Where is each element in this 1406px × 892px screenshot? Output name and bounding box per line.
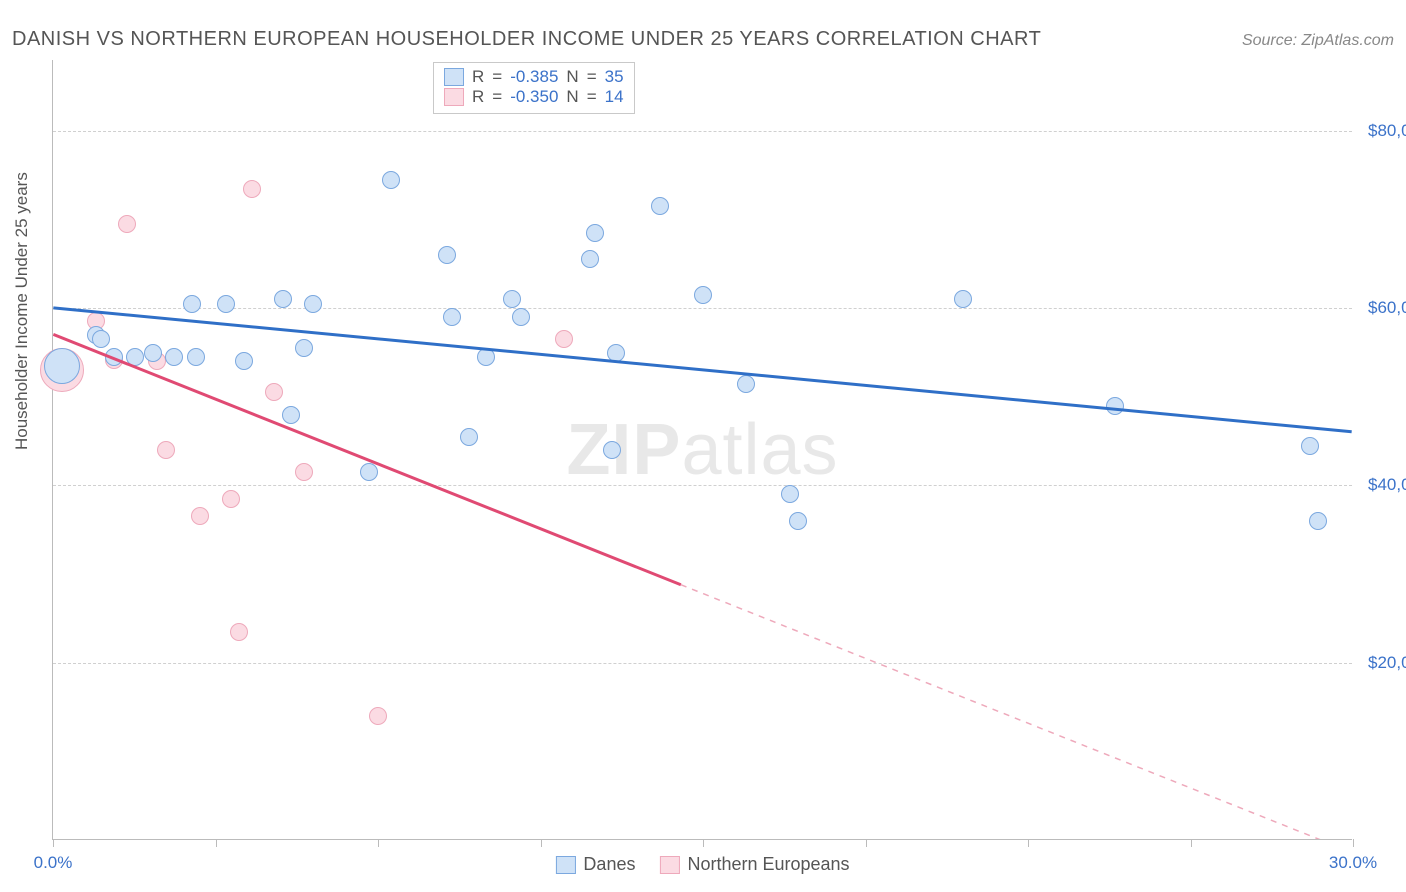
datapoint-danes (581, 250, 599, 268)
legend-label-northern: Northern Europeans (687, 854, 849, 875)
datapoint-danes (165, 348, 183, 366)
y-tick-label: $60,000 (1356, 298, 1406, 318)
y-tick-label: $40,000 (1356, 475, 1406, 495)
watermark-bold: ZIP (566, 410, 681, 490)
legend-item-northern: Northern Europeans (659, 854, 849, 875)
eq: = (587, 67, 597, 87)
n-label: N (566, 87, 578, 107)
datapoint-danes (1309, 512, 1327, 530)
datapoint-northern (191, 507, 209, 525)
eq: = (492, 87, 502, 107)
datapoint-northern (265, 383, 283, 401)
datapoint-danes (1301, 437, 1319, 455)
eq: = (492, 67, 502, 87)
datapoint-northern (243, 180, 261, 198)
trendline (53, 334, 681, 584)
title-bar: DANISH VS NORTHERN EUROPEAN HOUSEHOLDER … (12, 28, 1394, 51)
datapoint-danes (235, 352, 253, 370)
chart-title: DANISH VS NORTHERN EUROPEAN HOUSEHOLDER … (12, 28, 1041, 51)
datapoint-northern (295, 463, 313, 481)
datapoint-danes (781, 485, 799, 503)
swatch-northern (659, 856, 679, 874)
datapoint-danes (360, 463, 378, 481)
gridline (53, 131, 1352, 132)
datapoint-danes (438, 246, 456, 264)
datapoint-danes (477, 348, 495, 366)
eq: = (587, 87, 597, 107)
gridline (53, 485, 1352, 486)
source-label: Source: ZipAtlas.com (1242, 32, 1394, 50)
datapoint-danes (651, 197, 669, 215)
legend-label-danes: Danes (583, 854, 635, 875)
y-tick-label: $20,000 (1356, 653, 1406, 673)
datapoint-danes (382, 171, 400, 189)
n-value-danes: 35 (605, 67, 624, 87)
legend-item-danes: Danes (555, 854, 635, 875)
r-value-northern: -0.350 (510, 87, 558, 107)
datapoint-northern (157, 441, 175, 459)
datapoint-danes (282, 406, 300, 424)
datapoint-northern (230, 623, 248, 641)
correlation-row-danes: R = -0.385 N = 35 (444, 67, 624, 87)
datapoint-northern (118, 215, 136, 233)
datapoint-danes (144, 344, 162, 362)
x-tick (703, 839, 704, 847)
datapoint-danes (460, 428, 478, 446)
y-axis-label: Householder Income Under 25 years (12, 172, 32, 450)
gridline (53, 308, 1352, 309)
datapoint-danes (586, 224, 604, 242)
datapoint-danes (1106, 397, 1124, 415)
datapoint-danes (789, 512, 807, 530)
datapoint-danes (44, 348, 80, 384)
datapoint-danes (105, 348, 123, 366)
r-value-danes: -0.385 (510, 67, 558, 87)
datapoint-danes (512, 308, 530, 326)
datapoint-danes (954, 290, 972, 308)
swatch-danes (555, 856, 575, 874)
gridline (53, 663, 1352, 664)
datapoint-danes (295, 339, 313, 357)
x-tick (53, 839, 54, 847)
datapoint-danes (92, 330, 110, 348)
swatch-northern (444, 88, 464, 106)
trend-lines (53, 60, 1352, 839)
swatch-danes (444, 68, 464, 86)
x-tick (541, 839, 542, 847)
datapoint-danes (183, 295, 201, 313)
n-value-northern: 14 (605, 87, 624, 107)
legend: Danes Northern Europeans (555, 854, 849, 875)
datapoint-danes (603, 441, 621, 459)
correlation-row-northern: R = -0.350 N = 14 (444, 87, 624, 107)
correlation-box: R = -0.385 N = 35 R = -0.350 N = 14 (433, 62, 635, 114)
y-tick-label: $80,000 (1356, 121, 1406, 141)
x-tick (378, 839, 379, 847)
datapoint-northern (369, 707, 387, 725)
datapoint-danes (694, 286, 712, 304)
datapoint-northern (222, 490, 240, 508)
x-tick-label: 0.0% (34, 853, 73, 873)
datapoint-danes (187, 348, 205, 366)
x-tick (1353, 839, 1354, 847)
x-tick (1191, 839, 1192, 847)
trendline (681, 585, 1352, 839)
trendline (53, 308, 1351, 432)
datapoint-danes (443, 308, 461, 326)
x-tick (1028, 839, 1029, 847)
r-label: R (472, 67, 484, 87)
n-label: N (566, 67, 578, 87)
datapoint-danes (737, 375, 755, 393)
datapoint-danes (217, 295, 235, 313)
x-tick-label: 30.0% (1329, 853, 1377, 873)
plot-area: ZIPatlas R = -0.385 N = 35 R = -0.350 N … (52, 60, 1352, 840)
x-tick (866, 839, 867, 847)
r-label: R (472, 87, 484, 107)
datapoint-northern (555, 330, 573, 348)
watermark-rest: atlas (681, 410, 838, 490)
datapoint-danes (274, 290, 292, 308)
datapoint-danes (503, 290, 521, 308)
datapoint-danes (304, 295, 322, 313)
x-tick (216, 839, 217, 847)
datapoint-danes (126, 348, 144, 366)
datapoint-danes (607, 344, 625, 362)
